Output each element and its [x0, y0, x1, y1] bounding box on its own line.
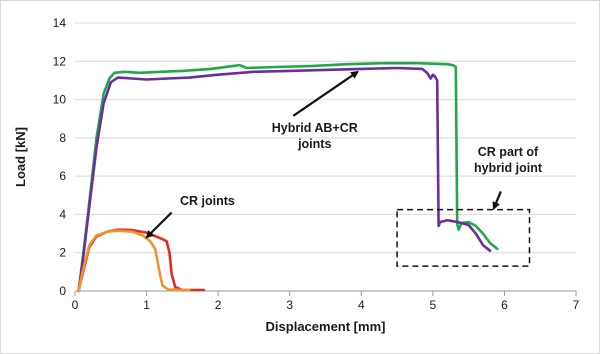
x-tick-label: 3 — [286, 298, 293, 312]
x-tick-label: 1 — [143, 298, 150, 312]
x-tick-label: 4 — [358, 298, 365, 312]
series-line-2 — [77, 66, 492, 293]
y-tick-label: 0 — [59, 284, 66, 298]
annotation-label-2: CR joints — [180, 194, 235, 208]
y-tick-label: 12 — [53, 54, 67, 68]
y-tick-label: 2 — [59, 246, 66, 260]
series-line-4 — [77, 229, 191, 293]
annotation-label-3: CR part of hybrid joint — [474, 145, 543, 175]
x-tick-label: 0 — [72, 298, 79, 312]
y-tick-label: 10 — [53, 93, 67, 107]
series-lines — [77, 61, 499, 293]
annotation-arrow-3 — [492, 191, 502, 211]
series-line-3 — [77, 228, 206, 293]
annotations: Hybrid AB+CR joints CR joints CR part of hyb… — [145, 70, 543, 267]
y-tick-label: 6 — [59, 169, 66, 183]
y-tick-label: 4 — [59, 207, 66, 221]
x-tick-label: 5 — [430, 298, 437, 312]
annotation-arrow-2 — [145, 211, 173, 239]
annotation-label-1: Hybrid AB+CR joints — [272, 121, 358, 151]
x-tick-label: 2 — [215, 298, 222, 312]
highlight-box — [396, 208, 531, 267]
y-axis-title: Load [kN] — [13, 127, 28, 187]
x-tick-label: 6 — [501, 298, 508, 312]
y-tick-label: 8 — [59, 131, 66, 145]
series-line-1 — [77, 61, 499, 293]
gridlines — [75, 22, 576, 254]
x-axis-title: Displacement [mm] — [266, 319, 386, 334]
annotation-arrow-1 — [292, 70, 359, 117]
y-tick-label: 14 — [53, 16, 67, 30]
x-tick-label: 7 — [573, 298, 580, 312]
